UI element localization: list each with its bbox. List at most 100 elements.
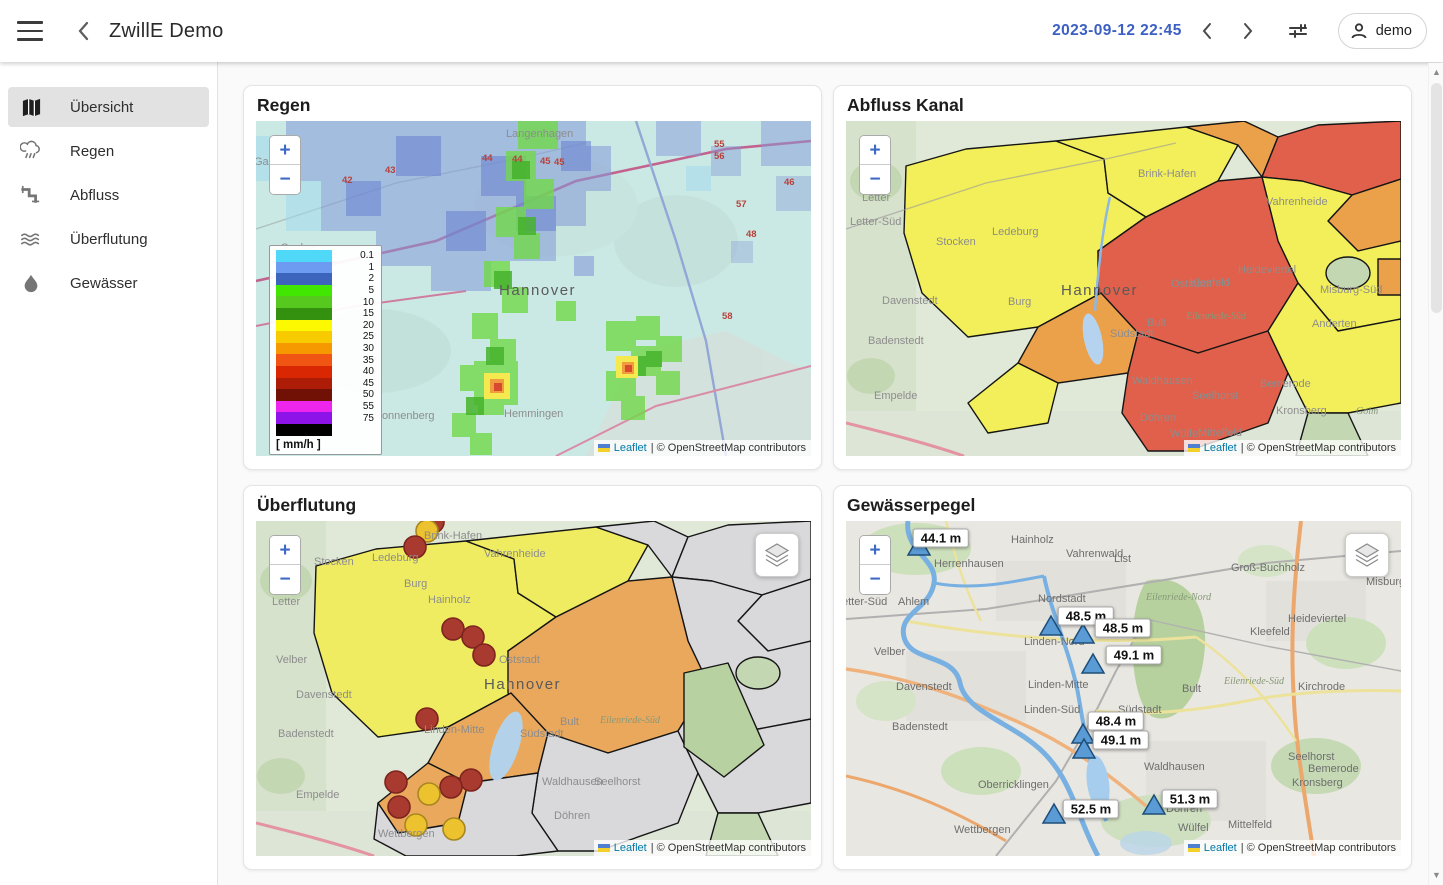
gauge-level-label[interactable]: 44.1 m xyxy=(912,528,970,548)
sidebar-item-regen[interactable]: Regen xyxy=(8,131,209,171)
gauge-level-label[interactable]: 48.4 m xyxy=(1087,711,1145,731)
abfluss-map[interactable]: Letter Letter-Süd Stocken Ledeburg Burg … xyxy=(846,121,1401,456)
svg-text:Kleefeld: Kleefeld xyxy=(1190,277,1230,289)
layers-icon xyxy=(764,543,790,567)
place-labels: Hainholz Vahrenwald List Groß-Buchholz M… xyxy=(846,534,1401,836)
svg-text:Seelhorst: Seelhorst xyxy=(1288,751,1334,763)
layers-control[interactable] xyxy=(1345,533,1389,577)
panel-title: Abfluss Kanal xyxy=(847,95,964,115)
sidebar-item-ueberflutung[interactable]: Überflutung xyxy=(8,219,209,259)
menu-icon[interactable] xyxy=(17,21,43,41)
zoom-out-button[interactable]: − xyxy=(860,165,890,194)
leaflet-link[interactable]: Leaflet xyxy=(613,842,647,854)
sidebar-item-label: Regen xyxy=(70,142,115,160)
gauge-level-label[interactable]: 48.5 m xyxy=(1094,618,1152,638)
leaflet-link[interactable]: Leaflet xyxy=(613,442,647,454)
svg-text:Eilenriede-Süd: Eilenriede-Süd xyxy=(599,715,661,726)
map-city-label: Hannover xyxy=(499,282,576,299)
svg-text:45: 45 xyxy=(540,156,551,167)
regen-map[interactable]: Langenhagen Garbsen Seelze Hannover Ronn… xyxy=(256,121,811,456)
ukraine-flag-icon xyxy=(1187,844,1200,852)
svg-text:Linden-Süd: Linden-Süd xyxy=(1024,704,1080,716)
svg-text:Golm: Golm xyxy=(1356,406,1378,417)
zoom-in-button[interactable]: + xyxy=(860,136,890,165)
ukraine-flag-icon xyxy=(597,844,610,852)
leaflet-link[interactable]: Leaflet xyxy=(1203,442,1237,454)
panel-title: Gewässerpegel xyxy=(847,495,976,515)
svg-text:Groß-Buchholz: Groß-Buchholz xyxy=(1231,562,1305,574)
svg-text:Wülfel: Wülfel xyxy=(1178,822,1209,834)
prev-timestep-button[interactable] xyxy=(1190,14,1224,48)
svg-text:Wettbergen: Wettbergen xyxy=(954,824,1011,836)
legend-swatch xyxy=(276,296,332,308)
legend-swatch xyxy=(276,261,332,274)
svg-text:45: 45 xyxy=(554,157,565,168)
flood-markers[interactable] xyxy=(384,521,496,841)
svg-text:Davenstedt: Davenstedt xyxy=(296,689,352,701)
svg-text:Heideviertel: Heideviertel xyxy=(1288,613,1346,625)
svg-text:Badenstedt: Badenstedt xyxy=(892,721,948,733)
gauge-level-label[interactable]: 51.3 m xyxy=(1161,789,1219,809)
legend-swatch xyxy=(276,389,332,401)
ukraine-flag-icon xyxy=(1187,444,1200,452)
svg-text:Waldhausen: Waldhausen xyxy=(542,776,603,788)
svg-text:Kirchrode: Kirchrode xyxy=(1298,681,1345,693)
zoom-control: + − xyxy=(269,135,301,195)
zoom-out-button[interactable]: − xyxy=(270,565,300,594)
tune-settings-icon[interactable] xyxy=(1280,13,1316,49)
gauge-level-label[interactable]: 49.1 m xyxy=(1105,645,1163,665)
svg-text:Wettbergen: Wettbergen xyxy=(378,828,435,840)
sidebar-item-abfluss[interactable]: Abfluss xyxy=(8,175,209,215)
legend-swatch xyxy=(276,273,332,285)
svg-text:Stocken: Stocken xyxy=(936,236,976,248)
osm-attribution: | © OpenStreetMap contributors xyxy=(1240,442,1396,454)
zoom-out-button[interactable]: − xyxy=(270,165,300,194)
svg-text:44: 44 xyxy=(482,153,493,164)
svg-text:Brink-Hafen: Brink-Hafen xyxy=(424,530,482,542)
svg-text:58: 58 xyxy=(722,311,733,322)
user-menu-button[interactable]: demo xyxy=(1337,13,1427,49)
svg-text:Bemerode: Bemerode xyxy=(1308,763,1359,775)
gauge-level-label[interactable]: 49.1 m xyxy=(1092,730,1150,750)
zoom-in-button[interactable]: + xyxy=(860,536,890,565)
dashboard-grid: Regen xyxy=(219,62,1428,885)
map-attribution: Leaflet | © OpenStreetMap contributors xyxy=(1183,840,1401,856)
panel-ueberflutung: Überflutung xyxy=(243,485,822,870)
scrollbar-up-button[interactable]: ▲ xyxy=(1432,67,1441,77)
svg-text:Velber: Velber xyxy=(874,646,906,658)
legend-swatch xyxy=(276,400,332,413)
district-map-canvas: Letter Letter-Süd Stocken Ledeburg Burg … xyxy=(846,121,1401,456)
sidebar-item-gewaesser[interactable]: Gewässer xyxy=(8,263,209,303)
zoom-in-button[interactable]: + xyxy=(270,136,300,165)
svg-text:Döhren: Döhren xyxy=(1140,412,1176,424)
scrollbar-thumb[interactable] xyxy=(1431,83,1442,313)
svg-text:Bult: Bult xyxy=(560,716,579,728)
sidebar-item-uebersicht[interactable]: Übersicht xyxy=(8,87,209,127)
svg-text:Nordstadt: Nordstadt xyxy=(1038,593,1086,605)
vertical-scrollbar[interactable]: ▲ ▼ xyxy=(1428,63,1443,885)
gauge-level-label[interactable]: 52.5 m xyxy=(1062,799,1120,819)
layers-control[interactable] xyxy=(755,533,799,577)
back-chevron-icon[interactable] xyxy=(71,19,95,43)
next-timestep-button[interactable] xyxy=(1232,14,1266,48)
osm-attribution: | © OpenStreetMap contributors xyxy=(1240,842,1396,854)
zoom-in-button[interactable]: + xyxy=(270,536,300,565)
rain-radar-map-canvas: Langenhagen Garbsen Seelze Hannover Ronn… xyxy=(256,121,811,456)
svg-text:Eilenriede-Nord: Eilenriede-Nord xyxy=(1145,592,1212,603)
svg-text:Wülfel: Wülfel xyxy=(1170,428,1201,440)
svg-text:Seelhorst: Seelhorst xyxy=(594,776,640,788)
datetime-display[interactable]: 2023-09-12 22:45 xyxy=(1052,22,1182,39)
scrollbar-down-button[interactable]: ▼ xyxy=(1432,870,1441,880)
svg-text:Davenstedt: Davenstedt xyxy=(882,295,938,307)
zoom-out-button[interactable]: − xyxy=(860,565,890,594)
svg-text:44: 44 xyxy=(512,154,523,165)
gauge-map[interactable]: Hainholz Vahrenwald List Groß-Buchholz M… xyxy=(846,521,1401,856)
flood-map[interactable]: Letter Stocken Ledeburg Burg Brink-Hafen… xyxy=(256,521,811,856)
rain-intensity-legend: 0.1 1 2 5 10 15 20 25 30 35 40 45 50 55 … xyxy=(269,245,382,455)
svg-text:Empelde: Empelde xyxy=(874,390,917,402)
leaflet-link[interactable]: Leaflet xyxy=(1203,842,1237,854)
svg-text:List: List xyxy=(1114,553,1131,565)
svg-text:Anderten: Anderten xyxy=(1312,318,1357,330)
svg-text:Kronsberg: Kronsberg xyxy=(1292,777,1343,789)
sidebar-item-label: Gewässer xyxy=(70,274,138,292)
